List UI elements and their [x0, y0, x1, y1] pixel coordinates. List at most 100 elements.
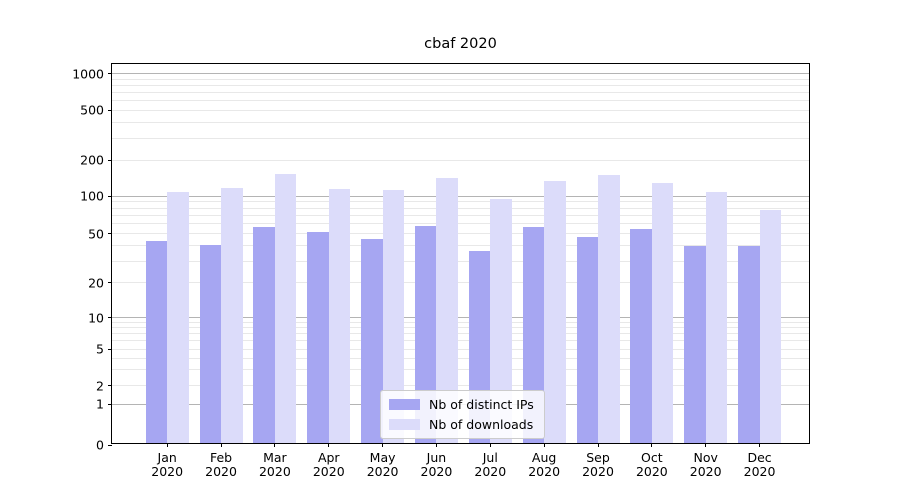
x-axis-tick [274, 443, 276, 447]
y-axis-tick-label: 0 [96, 437, 104, 453]
gridline-minor [112, 207, 809, 209]
gridline-minor [112, 245, 809, 247]
y-axis-tick-label: 5 [96, 341, 104, 357]
x-axis-tick-label: Jul 2020 [474, 451, 506, 478]
y-axis-tick [108, 195, 112, 197]
x-axis-tick [543, 443, 545, 447]
month-label: Jul [482, 450, 498, 465]
bar-downloads [490, 199, 512, 443]
x-axis-tick-label: Feb 2020 [205, 451, 237, 478]
gridline-minor [112, 137, 809, 139]
gridline-minor [112, 348, 809, 350]
y-axis-tick [108, 73, 112, 75]
bar-downloads [382, 190, 405, 443]
legend: Nb of distinct IPs Nb of downloads [380, 390, 545, 439]
x-axis-tick [166, 443, 168, 447]
gridline-minor [112, 327, 809, 329]
y-axis-tick [108, 348, 112, 350]
year-label: 2020 [635, 463, 668, 479]
y-axis-tick [108, 403, 112, 405]
gridline-minor [112, 340, 809, 342]
x-axis-tick [382, 443, 384, 447]
bar-distinct-ips [630, 228, 652, 443]
bar-distinct-ips [361, 238, 383, 443]
year-label: 2020 [420, 463, 453, 479]
x-axis-tick-label: Nov 2020 [690, 451, 722, 478]
year-label: 2020 [582, 463, 614, 479]
plot-area: 0 1 2 5 10 20 50 100 200 500 1000 Jan 2020 Feb 2020 Mar… [72, 63, 810, 478]
bar-downloads [436, 178, 458, 443]
gridline-minor [112, 282, 809, 284]
gridline-minor [112, 85, 809, 87]
gridline-minor [112, 260, 809, 262]
x-axis-tick-label: Apr 2020 [313, 451, 345, 478]
y-axis-tick-label: 10 [88, 310, 104, 326]
bar-distinct-ips [199, 244, 222, 443]
gridline-minor [112, 322, 809, 323]
bar-downloads [221, 188, 243, 443]
year-label: 2020 [258, 463, 291, 479]
year-label: 2020 [474, 463, 507, 479]
x-axis-tick-label: Jun 2020 [421, 451, 453, 478]
legend-swatch-distinct-ips [389, 399, 420, 410]
bar-downloads [651, 183, 674, 443]
y-axis-tick-label: 20 [88, 275, 104, 291]
month-label: Jun [426, 450, 447, 465]
y-axis-tick [108, 109, 112, 111]
year-label: 2020 [528, 463, 561, 479]
gridline-minor [112, 100, 809, 102]
gridline-minor [112, 385, 809, 387]
year-label: 2020 [312, 463, 345, 479]
gridline-minor [112, 357, 809, 359]
x-axis-tick [597, 443, 599, 447]
gridline-major [112, 73, 809, 75]
month-label: Jan [157, 450, 177, 465]
x-axis-tick [435, 443, 437, 447]
month-label: Apr [317, 450, 340, 465]
bar-downloads [759, 210, 782, 443]
bar-distinct-ips [145, 241, 168, 443]
bar-distinct-ips [307, 231, 329, 443]
y-axis-tick-label: 1000 [72, 66, 104, 82]
y-axis-tick [108, 385, 112, 387]
bar-distinct-ips [522, 226, 545, 443]
gridline-minor [112, 79, 809, 80]
gridline-minor [112, 333, 809, 335]
bar-downloads [167, 191, 189, 443]
year-label: 2020 [151, 463, 184, 479]
x-axis-tick-label: Jan 2020 [151, 451, 183, 478]
year-label: 2020 [205, 463, 237, 479]
x-axis-tick [651, 443, 653, 447]
x-axis-tick-label: Dec 2020 [744, 451, 776, 478]
month-label: May [369, 450, 396, 465]
y-axis-tick-label: 100 [80, 188, 104, 204]
legend-label-distinct-ips: Nb of distinct IPs [429, 397, 534, 412]
y-axis-tick [108, 159, 112, 161]
month-label: Feb [209, 450, 233, 465]
bar-distinct-ips [684, 246, 706, 443]
month-label: Dec [747, 450, 772, 465]
bar-distinct-ips [738, 246, 760, 443]
x-axis-tick-label: May 2020 [367, 451, 399, 478]
gridline-minor [112, 369, 809, 371]
x-axis-tick-label: Aug 2020 [528, 451, 560, 478]
x-axis-tick-label: Sep 2020 [582, 451, 614, 478]
year-label: 2020 [689, 463, 722, 479]
x-axis-tick [328, 443, 330, 447]
x-axis-tick-label: Mar 2020 [259, 451, 291, 478]
legend-label-downloads: Nb of downloads [429, 417, 534, 432]
y-axis-tick [108, 444, 112, 446]
month-label: Sep [586, 450, 610, 465]
y-axis-tick-label: 500 [80, 102, 104, 118]
bar-downloads [705, 192, 728, 443]
x-axis-tick [220, 443, 222, 447]
bar-distinct-ips [414, 225, 437, 443]
y-axis-tick-label: 2 [96, 378, 104, 394]
gridline-minor [112, 122, 809, 123]
year-label: 2020 [743, 463, 776, 479]
x-axis-tick-label: Oct 2020 [636, 451, 668, 478]
legend-item-distinct-ips: Nb of distinct IPs [389, 397, 534, 412]
gridline-minor [112, 159, 809, 161]
gridline-minor [112, 214, 809, 216]
